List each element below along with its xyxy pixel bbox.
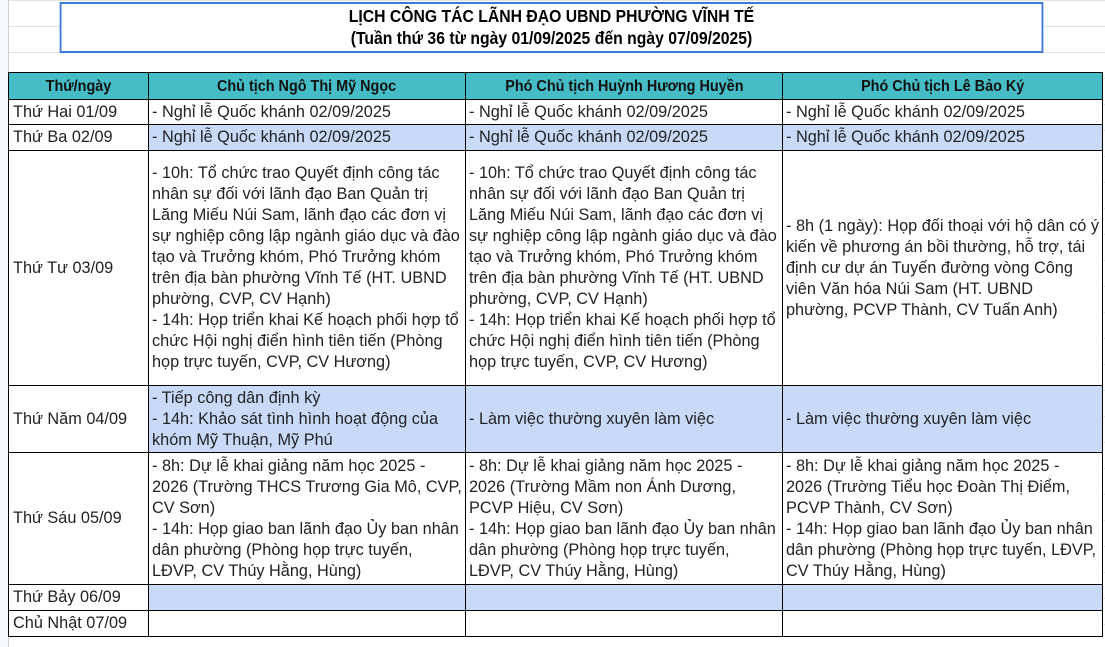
table-row: Chủ Nhật 07/09 [8, 610, 1103, 637]
day-cell[interactable]: Thứ Năm 04/09 [8, 385, 149, 453]
day-cell[interactable]: Thứ Sáu 05/09 [8, 452, 149, 585]
schedule-title-cell[interactable]: LỊCH CÔNG TÁC LÃNH ĐẠO UBND PHƯỜNG VĨNH … [59, 2, 1044, 53]
schedule-table: Thứ/ngày Chủ tịch Ngô Thị Mỹ Ngọc Phó Ch… [8, 72, 1103, 637]
schedule-cell[interactable]: - Nghỉ lễ Quốc khánh 02/09/2025 [782, 124, 1103, 151]
schedule-cell[interactable]: - Tiếp công dân định kỳ - 14h: Khảo sát … [148, 385, 466, 453]
table-row: Thứ Năm 04/09 - Tiếp công dân định kỳ - … [8, 385, 1103, 453]
schedule-cell[interactable]: - 8h (1 ngày): Họp đối thoại với hộ dân … [782, 150, 1103, 386]
page-subtitle: (Tuần thứ 36 từ ngày 01/09/2025 đến ngày… [350, 28, 753, 48]
schedule-cell[interactable] [148, 610, 466, 637]
schedule-cell[interactable]: - Nghỉ lễ Quốc khánh 02/09/2025 [465, 124, 783, 151]
table-row: Thứ Ba 02/09 - Nghỉ lễ Quốc khánh 02/09/… [8, 124, 1103, 151]
schedule-cell[interactable]: - 10h: Tổ chức trao Quyết định công tác … [148, 150, 466, 386]
table-row: Thứ Bảy 06/09 [8, 584, 1103, 611]
schedule-cell[interactable]: - Nghỉ lễ Quốc khánh 02/09/2025 [148, 124, 466, 151]
header-vice-chair-1[interactable]: Phó Chủ tịch Huỳnh Hương Huyền [465, 72, 783, 100]
schedule-cell[interactable]: - Nghỉ lễ Quốc khánh 02/09/2025 [782, 99, 1103, 125]
schedule-cell[interactable] [782, 584, 1103, 611]
header-chairman[interactable]: Chủ tịch Ngô Thị Mỹ Ngọc [148, 72, 466, 100]
table-row: Thứ Sáu 05/09 - 8h: Dự lễ khai giảng năm… [8, 452, 1103, 585]
schedule-cell[interactable]: - Làm việc thường xuyên làm việc [465, 385, 783, 453]
schedule-cell[interactable]: - Làm việc thường xuyên làm việc [782, 385, 1103, 453]
header-vice-chair-2[interactable]: Phó Chủ tịch Lê Bảo Ký [782, 72, 1103, 100]
day-cell[interactable]: Thứ Hai 01/09 [8, 99, 149, 125]
schedule-cell[interactable]: - Nghỉ lễ Quốc khánh 02/09/2025 [465, 99, 783, 125]
schedule-cell[interactable] [148, 584, 466, 611]
schedule-cell[interactable]: - 10h: Tổ chức trao Quyết định công tác … [465, 150, 783, 386]
schedule-cell[interactable] [782, 610, 1103, 637]
day-cell[interactable]: Chủ Nhật 07/09 [8, 610, 149, 637]
schedule-cell[interactable] [465, 610, 783, 637]
schedule-cell[interactable]: - 8h: Dự lễ khai giảng năm học 2025 - 20… [782, 452, 1103, 585]
schedule-cell[interactable]: - Nghỉ lễ Quốc khánh 02/09/2025 [148, 99, 466, 125]
table-row: Thứ Hai 01/09 - Nghỉ lễ Quốc khánh 02/09… [8, 99, 1103, 125]
day-cell[interactable]: Thứ Tư 03/09 [8, 150, 149, 386]
day-cell[interactable]: Thứ Ba 02/09 [8, 124, 149, 151]
page-title: LỊCH CÔNG TÁC LÃNH ĐẠO UBND PHƯỜNG VĨNH … [348, 6, 755, 26]
table-row: Thứ Tư 03/09 - 10h: Tổ chức trao Quyết đ… [8, 150, 1103, 386]
schedule-cell[interactable] [465, 584, 783, 611]
header-row: Thứ/ngày Chủ tịch Ngô Thị Mỹ Ngọc Phó Ch… [8, 72, 1103, 100]
schedule-cell[interactable]: - 8h: Dự lễ khai giảng năm học 2025 - 20… [148, 452, 466, 585]
header-day[interactable]: Thứ/ngày [8, 72, 149, 100]
schedule-cell[interactable]: - 8h: Dự lễ khai giảng năm học 2025 - 20… [465, 452, 783, 585]
day-cell[interactable]: Thứ Bảy 06/09 [8, 584, 149, 611]
